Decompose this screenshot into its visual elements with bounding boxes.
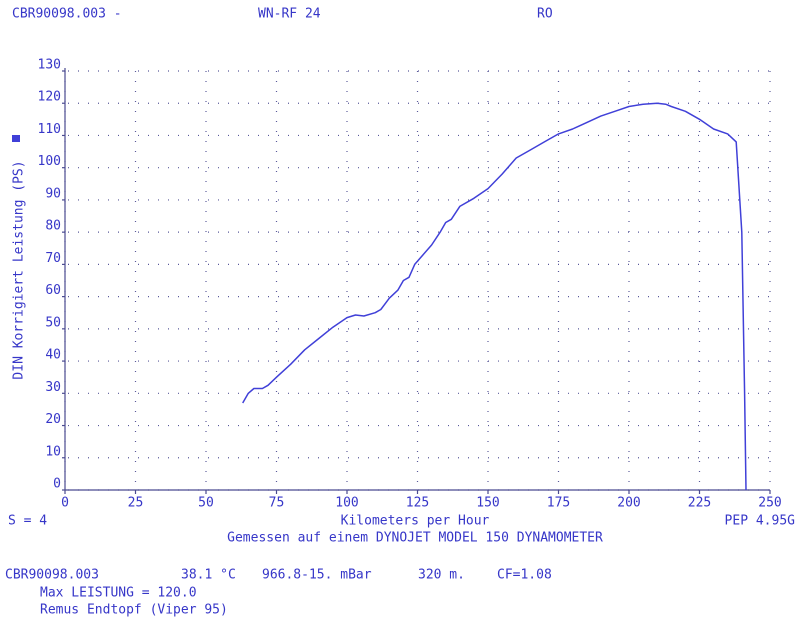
x-tick-label: 0	[61, 496, 69, 511]
y-tick-label: 20	[45, 412, 61, 427]
footer-file: CBR90098.003	[5, 568, 99, 583]
x-axis-label: Kilometers per Hour	[341, 514, 490, 529]
power-curve	[242, 102, 747, 491]
y-tick-label: 100	[38, 154, 61, 169]
footer-altitude: 320 m.	[418, 568, 465, 583]
subtitle: Gemessen auf einem DYNOJET MODEL 150 DYN…	[227, 531, 603, 546]
x-tick-label: 175	[547, 496, 570, 511]
y-tick-label: 110	[38, 122, 61, 137]
x-tick-label: 100	[335, 496, 358, 511]
x-tick-label: 250	[758, 496, 781, 511]
y-tick-label: 50	[45, 315, 61, 330]
x-tick-label: 150	[476, 496, 499, 511]
y-tick-label: 40	[45, 348, 61, 363]
y-tick-label: 70	[45, 251, 61, 266]
y-tick-label: 130	[38, 58, 61, 73]
y-tick-label: 120	[38, 90, 61, 105]
header-vehicle: WN-RF 24	[258, 7, 321, 22]
x-tick-label: 200	[617, 496, 640, 511]
header-code: RO	[537, 7, 553, 22]
footer-temp: 38.1 °C	[181, 568, 236, 583]
left-note: S = 4	[8, 514, 47, 529]
x-tick-label: 75	[269, 496, 285, 511]
y-tick-label: 60	[45, 283, 61, 298]
x-tick-label: 125	[406, 496, 429, 511]
footer-max: Max LEISTUNG = 120.0	[40, 586, 197, 601]
y-tick-label: 90	[45, 186, 61, 201]
footer-note: Remus Endtopf (Viper 95)	[40, 603, 228, 618]
footer-cf: CF=1.08	[497, 568, 552, 583]
header-file: CBR90098.003 -	[12, 7, 122, 22]
right-note: PEP 4.95G	[725, 514, 796, 529]
y-tick-label: 80	[45, 219, 61, 234]
y-axis-label: DIN Korrigiert Leistung (PS)	[12, 160, 27, 379]
y-tick-label: 30	[45, 380, 61, 395]
x-tick-label: 225	[688, 496, 711, 511]
y-tick-label: 0	[53, 477, 61, 492]
y-tick-label: 10	[45, 444, 61, 459]
footer-pressure: 966.8-15. mBar	[262, 568, 372, 583]
marker	[12, 135, 20, 142]
x-tick-label: 25	[128, 496, 144, 511]
x-tick-label: 50	[198, 496, 214, 511]
